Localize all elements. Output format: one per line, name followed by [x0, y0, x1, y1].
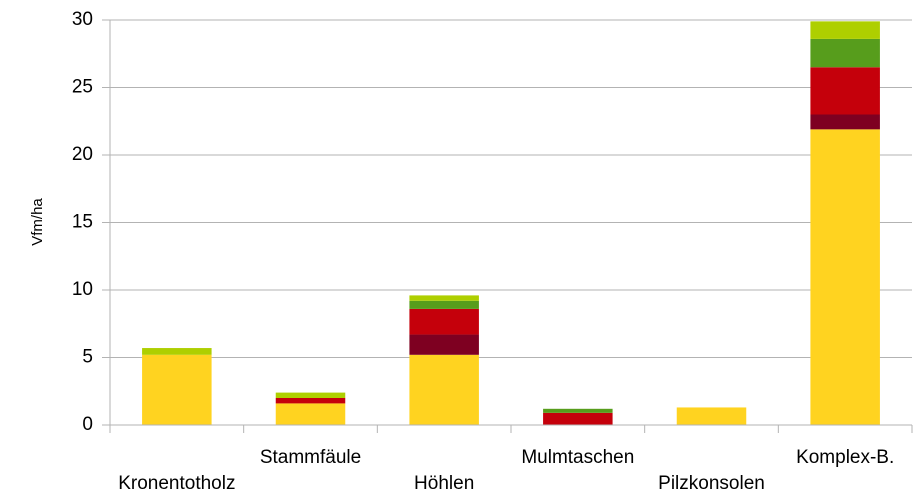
x-tick-label: Höhlen: [414, 473, 474, 494]
y-tick-label: 25: [72, 77, 93, 98]
x-tick-label: Mulmtaschen: [521, 447, 634, 468]
bar-segment: [810, 38, 880, 68]
y-tick-label: 10: [72, 279, 93, 300]
x-tick-label: Pilzkonsolen: [658, 473, 765, 494]
bar-segment: [810, 114, 880, 130]
bar-segment: [409, 308, 479, 335]
x-tick-label: Komplex-B.: [796, 447, 894, 468]
bar-segment: [810, 129, 880, 425]
bar-segment: [409, 334, 479, 355]
bar-segment: [275, 398, 346, 404]
bar-segment: [275, 403, 346, 425]
y-tick-label: 20: [72, 144, 93, 165]
x-tick-label: Kronentotholz: [118, 473, 235, 494]
y-tick-label: 30: [72, 9, 93, 30]
bar-segment: [142, 354, 212, 425]
bar-segment: [810, 67, 880, 115]
y-tick-label: 0: [82, 414, 93, 435]
bar-segment: [810, 21, 880, 39]
bar-segment: [409, 354, 479, 425]
bar-segment: [543, 408, 613, 413]
x-tick-label: Stammfäule: [260, 447, 361, 468]
y-tick-label: 5: [82, 347, 93, 368]
bar-segment: [409, 300, 479, 309]
bar-segment: [409, 295, 479, 301]
y-axis-label: Vfm/ha: [29, 198, 46, 246]
bar-segment: [142, 348, 212, 355]
bar-segment: [676, 407, 747, 425]
bar-segment: [275, 392, 346, 398]
y-tick-label: 15: [72, 212, 93, 233]
bar-segment: [543, 412, 613, 425]
